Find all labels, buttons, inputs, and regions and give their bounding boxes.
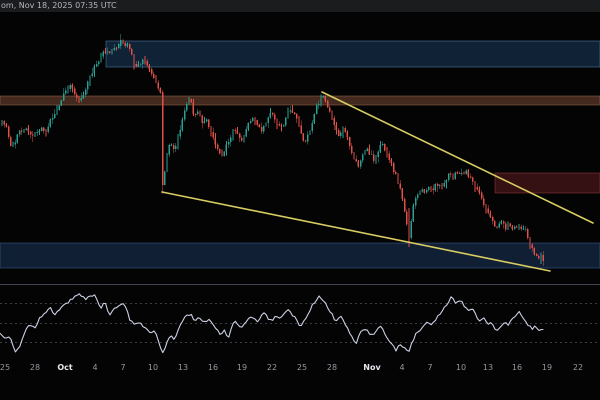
candlesticks [1,34,544,266]
x-axis-label: 25 [296,363,308,372]
zones [0,40,600,269]
x-axis-label: 16 [207,363,219,372]
x-axis-label: 4 [92,363,98,372]
upper-resistance-zone [105,40,600,68]
lower-support-zone [0,242,600,269]
x-axis-label: 13 [482,363,494,372]
x-axis-label: 13 [177,363,189,372]
upper-descending-trendline[interactable] [321,91,594,224]
oscillator-line [0,293,544,354]
oscillator [0,293,600,354]
x-axis-label: 19 [236,363,248,372]
x-axis-label: 28 [326,363,338,372]
supply-band [0,95,600,106]
x-axis-label: Oct [57,363,73,372]
lower-descending-trendline[interactable] [161,191,551,272]
x-axis-label: 10 [455,363,467,372]
x-axis-label: 7 [427,363,433,372]
x-axis-label: 28 [29,363,41,372]
x-axis-label: 22 [572,363,584,372]
x-axis-label: 19 [541,363,553,372]
x-axis-label: 22 [266,363,278,372]
x-axis-label: 10 [147,363,159,372]
x-axis: 25 28 Oct 4 7 10 13 16 19 22 25 28 Nov 4 7 10 13 16 19 22 [0,362,600,374]
x-axis-label: Nov [363,363,381,372]
top-info-bar: om, Nov 18, 2025 07:35 UTC [0,0,600,12]
x-axis-label: 7 [120,363,126,372]
x-axis-label: 25 [0,363,11,372]
x-axis-label: 4 [399,363,405,372]
trendlines [161,91,594,272]
timestamp-label: om, Nov 18, 2025 07:35 UTC [1,1,117,10]
x-axis-label: 16 [511,363,523,372]
